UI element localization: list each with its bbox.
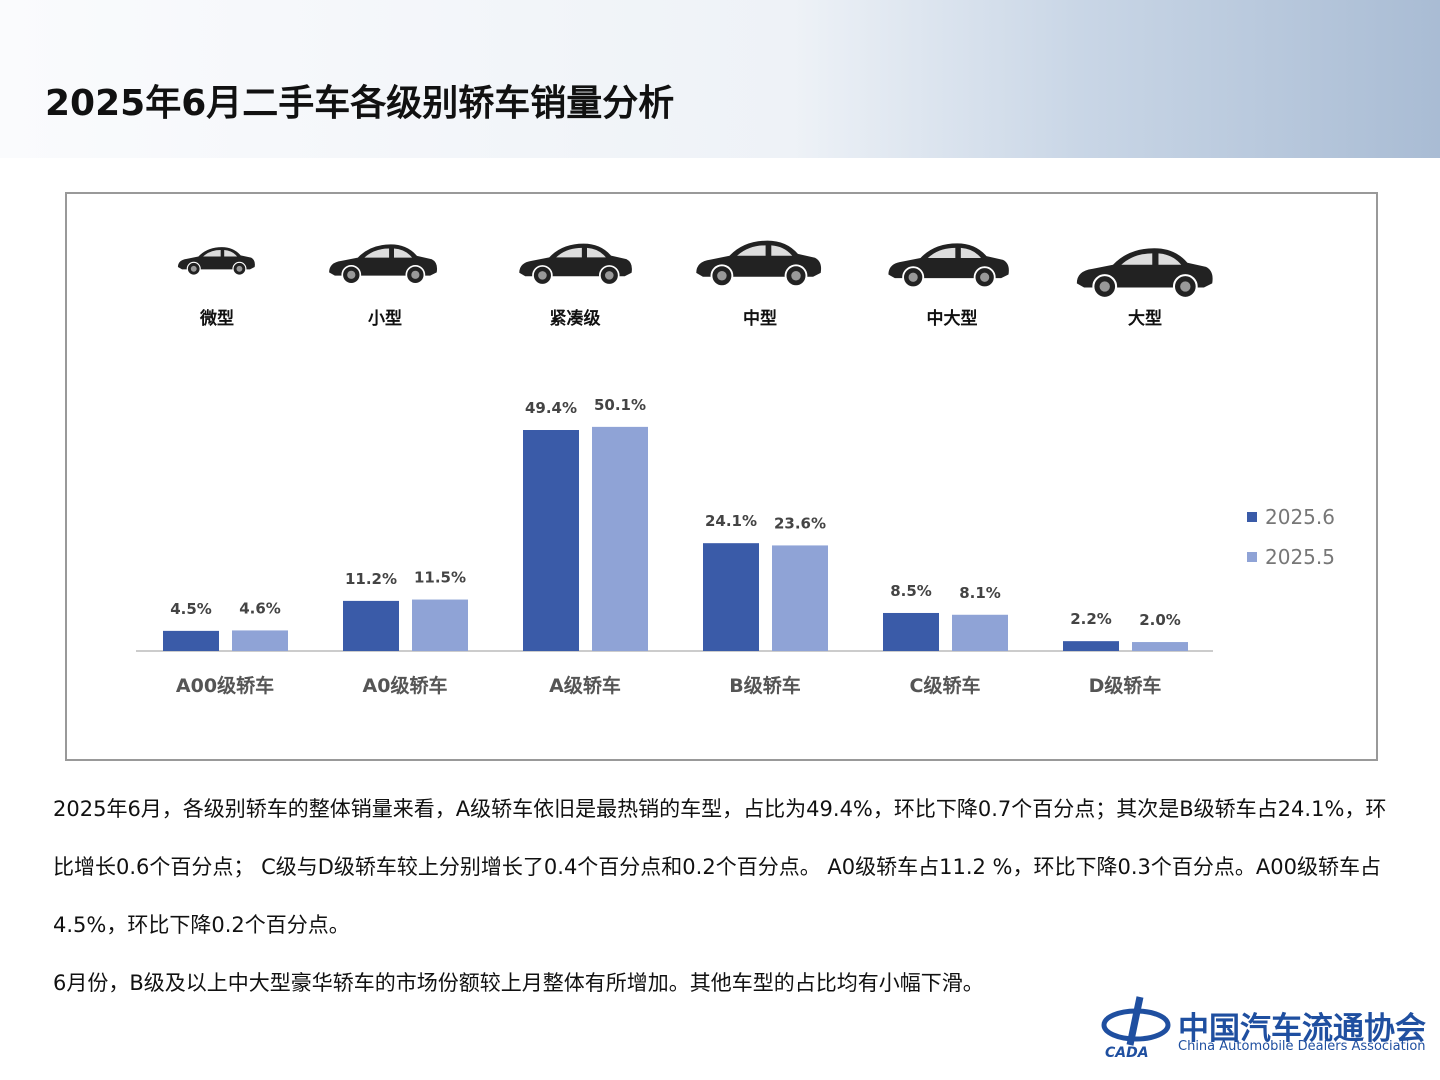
data-label: 8.1% [959,584,1001,602]
x-tick-label: A级轿车 [549,674,621,697]
data-label: 23.6% [774,514,826,532]
logo-name: 中国汽车流通协会 [1178,1011,1426,1047]
bar [412,599,468,651]
car-type-label: 紧凑级 [550,308,601,329]
bar [592,426,648,651]
data-label: 2.2% [1070,610,1112,628]
logo-mark [1101,996,1171,1046]
car-type-label: 中大型 [927,308,978,329]
logo-abbr: CADA [1105,1045,1149,1061]
car-type-label: 微型 [199,308,234,329]
legend-swatch [1247,512,1257,522]
data-label: 8.5% [890,582,932,600]
legend-label: 2025.6 [1265,505,1335,529]
chart: 微型 小型 紧凑级 中型 中大型 大型 A00级轿车 4.5% 4.6% A0级轿车 11.2% 11… [65,192,1378,761]
paragraph: 2025年6月，各级别轿车的整体销量来看，A级轿车依旧是最热销的车型，占比为49… [53,797,1387,937]
bar [523,430,579,651]
bar [343,600,399,651]
slide-title: 2025年6月二手车各级别轿车销量分析 [45,83,675,124]
x-tick-label: A00级轿车 [176,674,274,697]
bar [163,630,219,651]
car-type-label: 小型 [368,308,402,329]
data-label: 2.0% [1139,611,1181,629]
bar [883,612,939,651]
car-type-label: 中型 [743,308,777,329]
car-type-label: 大型 [1128,308,1162,329]
legend-label: 2025.5 [1265,545,1335,569]
bar [1132,642,1188,651]
bar [1063,641,1119,651]
x-tick-label: A0级轿车 [363,674,448,697]
data-label: 4.6% [239,599,281,617]
data-label: 11.2% [345,570,397,588]
data-label: 11.5% [414,569,466,587]
x-tick-label: D级轿车 [1089,674,1162,697]
paragraph: 6月份，B级及以上中大型豪华轿车的市场份额较上月整体有所增加。其他车型的占比均有… [53,971,984,995]
bar [772,545,828,651]
x-tick-label: C级轿车 [910,674,981,697]
logo-english: China Automobile Dealers Association [1178,1039,1426,1054]
bar [703,543,759,651]
bar [232,630,288,651]
legend-swatch [1247,552,1257,562]
data-label: 50.1% [594,396,646,414]
header-band [0,0,1440,158]
data-label: 49.4% [525,399,577,417]
x-tick-label: B级轿车 [729,674,800,697]
bar [952,614,1008,651]
data-label: 24.1% [705,512,757,530]
data-label: 4.5% [170,600,212,618]
